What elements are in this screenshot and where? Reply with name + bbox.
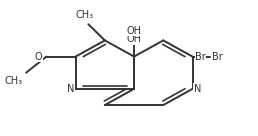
Text: OH: OH bbox=[127, 34, 142, 44]
Text: N: N bbox=[194, 84, 201, 94]
Text: N: N bbox=[67, 84, 74, 94]
Text: O: O bbox=[35, 52, 43, 62]
Text: Br: Br bbox=[195, 52, 206, 62]
Text: CH₃: CH₃ bbox=[5, 76, 23, 86]
Text: OH: OH bbox=[127, 26, 142, 36]
Text: Br: Br bbox=[212, 52, 222, 62]
Text: CH₃: CH₃ bbox=[76, 10, 94, 20]
